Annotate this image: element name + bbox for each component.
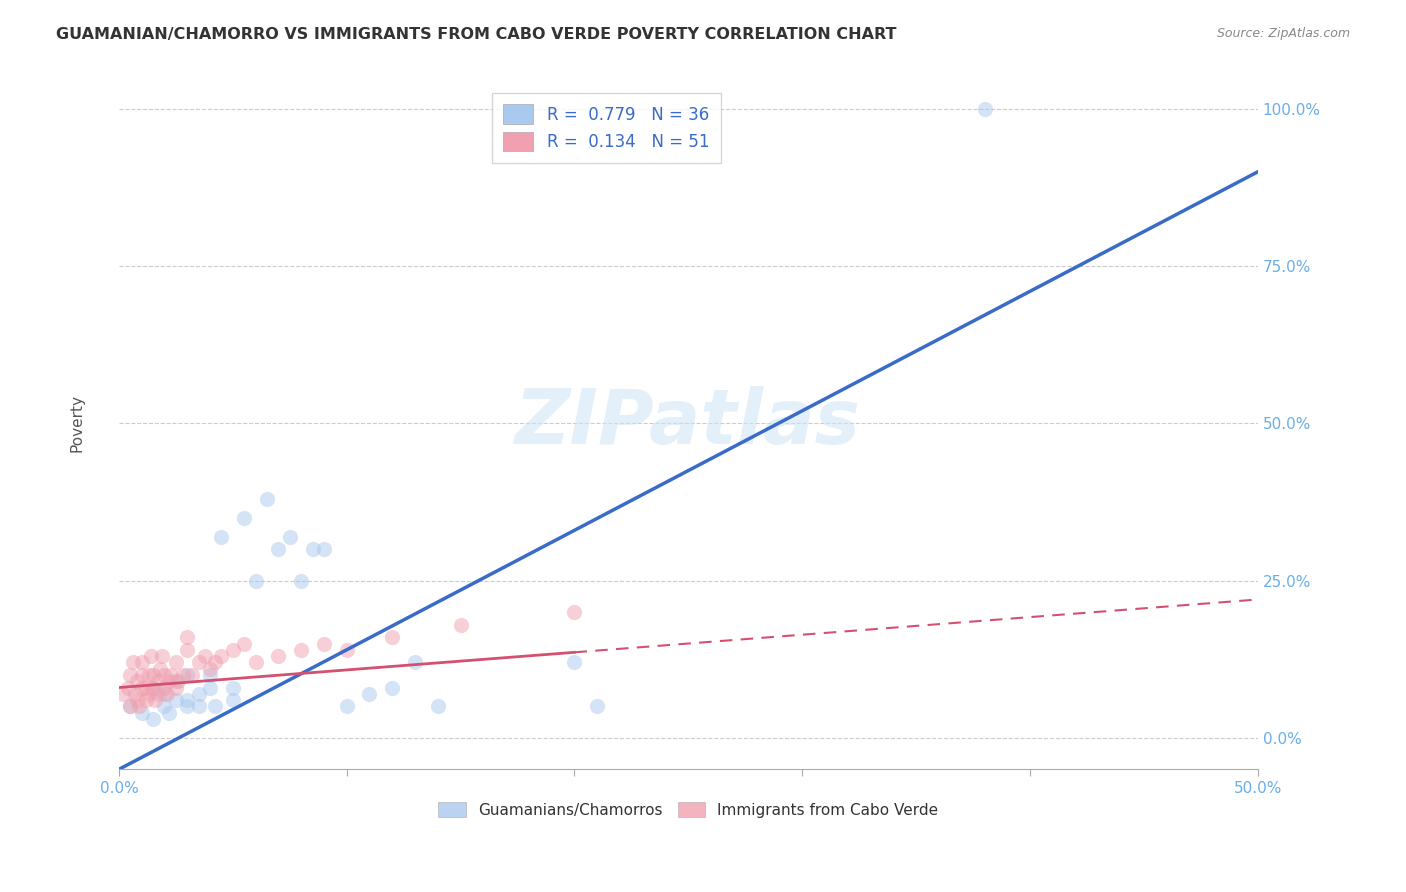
Point	[222, 642, 245, 657]
Point	[198, 662, 221, 676]
Point	[381, 681, 404, 695]
Text: Source: ZipAtlas.com: Source: ZipAtlas.com	[1216, 27, 1350, 40]
Point	[121, 656, 143, 670]
Point	[153, 699, 176, 714]
Point	[142, 712, 165, 726]
Point	[336, 699, 359, 714]
Point	[131, 668, 153, 682]
Point	[381, 630, 404, 644]
Point	[165, 674, 187, 689]
Point	[586, 699, 609, 714]
Text: ZIPatlas: ZIPatlas	[516, 386, 862, 460]
Point	[278, 530, 301, 544]
Point	[153, 687, 176, 701]
Point	[973, 102, 995, 116]
Point	[180, 668, 202, 682]
Point	[138, 687, 160, 701]
Point	[564, 605, 586, 619]
Point	[131, 706, 153, 720]
Point	[131, 681, 153, 695]
Point	[245, 574, 267, 588]
Point	[142, 681, 165, 695]
Point	[256, 491, 278, 506]
Point	[176, 693, 198, 707]
Point	[142, 681, 165, 695]
Point	[153, 681, 176, 695]
Point	[187, 656, 209, 670]
Point	[157, 674, 180, 689]
Point	[222, 681, 245, 695]
Point	[187, 699, 209, 714]
Point	[146, 674, 169, 689]
Point	[194, 649, 217, 664]
Point	[336, 642, 359, 657]
Point	[450, 617, 472, 632]
Point	[301, 542, 323, 557]
Point	[120, 699, 142, 714]
Point	[142, 668, 165, 682]
Point	[176, 699, 198, 714]
Point	[209, 649, 232, 664]
Point	[165, 656, 187, 670]
Point	[290, 642, 312, 657]
Y-axis label: Poverty: Poverty	[70, 394, 84, 452]
Point	[131, 656, 153, 670]
Point	[120, 699, 142, 714]
Point	[112, 687, 135, 701]
Point	[245, 656, 267, 670]
Point	[135, 693, 157, 707]
Point	[312, 636, 335, 650]
Point	[124, 687, 146, 701]
Point	[127, 674, 149, 689]
Point	[172, 668, 194, 682]
Point	[153, 668, 176, 682]
Point	[198, 681, 221, 695]
Point	[138, 668, 160, 682]
Point	[312, 542, 335, 557]
Point	[149, 662, 172, 676]
Point	[176, 668, 198, 682]
Point	[117, 681, 139, 695]
Point	[128, 699, 150, 714]
Point	[145, 693, 167, 707]
Point	[165, 681, 187, 695]
Point	[564, 656, 586, 670]
Point	[165, 693, 187, 707]
Point	[167, 674, 190, 689]
Point	[204, 699, 226, 714]
Point	[157, 706, 180, 720]
Point	[198, 668, 221, 682]
Point	[204, 656, 226, 670]
Point	[176, 642, 198, 657]
Point	[233, 636, 256, 650]
Text: GUAMANIAN/CHAMORRO VS IMMIGRANTS FROM CABO VERDE POVERTY CORRELATION CHART: GUAMANIAN/CHAMORRO VS IMMIGRANTS FROM CA…	[56, 27, 897, 42]
Point	[267, 542, 290, 557]
Point	[222, 693, 245, 707]
Legend: Guamanians/Chamorros, Immigrants from Cabo Verde: Guamanians/Chamorros, Immigrants from Ca…	[432, 796, 945, 824]
Point	[233, 510, 256, 524]
Point	[120, 668, 142, 682]
Point	[426, 699, 449, 714]
Point	[359, 687, 381, 701]
Point	[176, 630, 198, 644]
Point	[156, 687, 179, 701]
Point	[267, 649, 290, 664]
Point	[150, 649, 173, 664]
Point	[290, 574, 312, 588]
Point	[187, 687, 209, 701]
Point	[160, 668, 183, 682]
Point	[209, 530, 232, 544]
Point	[127, 693, 149, 707]
Point	[146, 687, 169, 701]
Point	[139, 649, 162, 664]
Point	[135, 681, 157, 695]
Point	[404, 656, 426, 670]
